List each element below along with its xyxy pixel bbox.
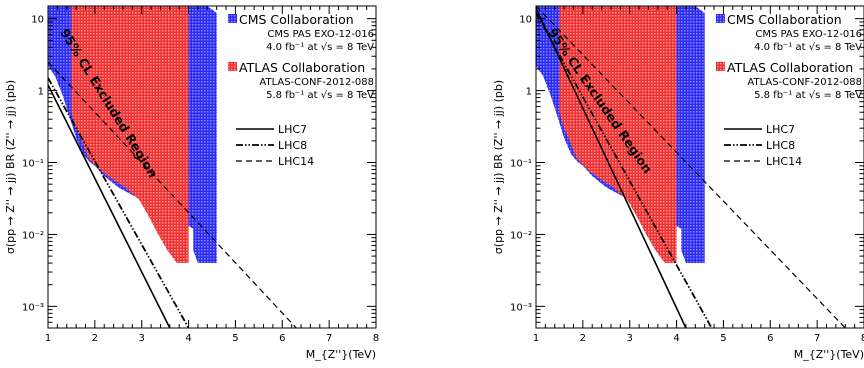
x-tick-label: 7 [814, 333, 820, 344]
legend-label-lhc8: LHC8 [766, 139, 795, 152]
x-axis-title: M_{Z''}(TeV) [306, 348, 376, 361]
plot-area [48, 6, 297, 328]
legend-subline: 5.8 fb⁻¹ at √s = 8 TeV [754, 90, 862, 101]
legend-title-atlas: ATLAS Collaboration [239, 60, 365, 75]
legend-swatch-atlas [716, 62, 725, 71]
x-tick-label: 1 [533, 333, 539, 344]
y-tick-label: 10⁻³ [22, 302, 44, 313]
legend-subline: CMS PAS EXO-12-016 [755, 29, 862, 40]
plot-frame [535, 5, 864, 329]
y-tick-label: 10 [31, 15, 44, 26]
y-tick-label: 1 [38, 87, 44, 98]
legend-subline: ATLAS-CONF-2012-088 [747, 77, 862, 88]
y-axis-title: σ(pp → Z'' → jj) BR (Z'' → jj) (pb) [4, 80, 17, 254]
x-tick-label: 3 [627, 333, 633, 344]
x-tick-label: 3 [139, 333, 145, 344]
series-line-lhc8 [536, 12, 713, 328]
series-line-lhc14 [536, 6, 846, 328]
series-line-lhc14 [48, 61, 297, 328]
legend-label-lhc7: LHC7 [278, 123, 307, 136]
x-tick-label: 5 [232, 333, 238, 344]
legend-swatch-cms [228, 14, 237, 23]
x-tick-label: 6 [279, 333, 285, 344]
y-axis-title: σ(pp → Z'' → jj) BR (Z'' → jj) (pb) [492, 80, 505, 254]
x-tick-label: 8 [861, 333, 864, 344]
x-tick-label: 4 [673, 333, 679, 344]
legend-subline: 4.0 fb⁻¹ at √s = 8 TeV [266, 42, 374, 53]
x-tick-label: 6 [767, 333, 773, 344]
y-tick-label: 10⁻¹ [22, 159, 44, 170]
legend-swatch-atlas [228, 62, 237, 71]
atlas-excluded-region [71, 6, 189, 263]
x-axis-title: M_{Z''}(TeV) [794, 348, 864, 361]
legend-subline: ATLAS-CONF-2012-088 [259, 77, 374, 88]
series-line-lhc7 [48, 84, 171, 328]
x-tick-label: 4 [185, 333, 191, 344]
legend-label-lhc8: LHC8 [278, 139, 307, 152]
x-tick-label: 2 [580, 333, 586, 344]
y-tick-label: 10⁻² [22, 230, 44, 241]
y-tick-label: 1 [526, 87, 532, 98]
legend-label-lhc14: LHC14 [766, 155, 802, 168]
y-tick-label: 10⁻³ [510, 302, 532, 313]
right-chart-panel: 95% CL Excluded Region1234567810⁻³10⁻²10… [492, 5, 864, 361]
legend-title-atlas: ATLAS Collaboration [727, 60, 853, 75]
legend-label-lhc14: LHC14 [278, 155, 314, 168]
y-tick-label: 10⁻² [510, 230, 532, 241]
legend-subline: 5.8 fb⁻¹ at √s = 8 TeV [266, 90, 374, 101]
y-tick-label: 10 [519, 15, 532, 26]
x-tick-label: 2 [92, 333, 98, 344]
plot-frame [47, 5, 377, 329]
atlas-excluded-region [559, 6, 677, 263]
y-tick-label: 10⁻¹ [510, 159, 532, 170]
legend-subline: 4.0 fb⁻¹ at √s = 8 TeV [754, 42, 862, 53]
x-tick-label: 5 [720, 333, 726, 344]
series-line-lhc7 [536, 7, 687, 328]
x-tick-label: 8 [373, 333, 379, 344]
x-tick-label: 1 [45, 333, 51, 344]
legend-swatch-cms [716, 14, 725, 23]
legend-title-cms: CMS Collaboration [239, 12, 354, 27]
legend-subline: CMS PAS EXO-12-016 [267, 29, 374, 40]
plot-area [536, 6, 846, 328]
legend-label-lhc7: LHC7 [766, 123, 795, 136]
x-tick-label: 7 [326, 333, 332, 344]
legend-title-cms: CMS Collaboration [727, 12, 842, 27]
